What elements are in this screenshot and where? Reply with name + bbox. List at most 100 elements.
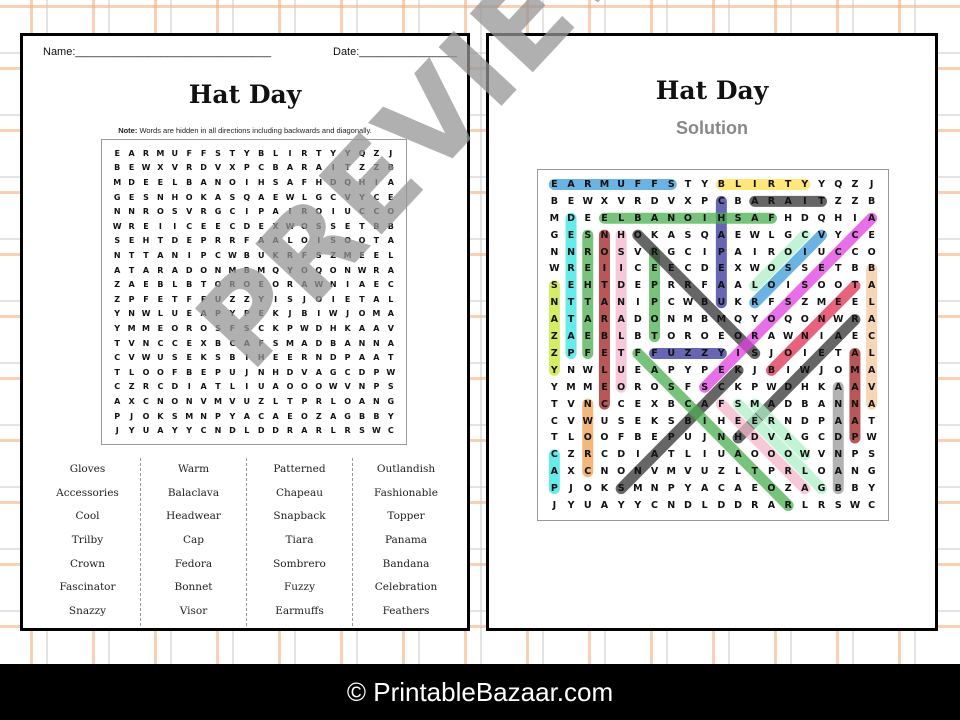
grid-letter: O	[142, 411, 150, 421]
grid-letter: B	[868, 263, 876, 275]
grid-letter: P	[818, 415, 826, 427]
grid-letter: T	[344, 163, 351, 173]
grid-letter: B	[358, 411, 366, 421]
grid-letter: P	[200, 250, 207, 260]
grid-letter: C	[258, 411, 265, 421]
word-item: Earmuffs	[275, 605, 324, 618]
grid-letter: D	[358, 367, 366, 377]
grid-letter: E	[200, 367, 207, 377]
grid-letter: Q	[344, 177, 351, 187]
grid-letter: P	[373, 382, 380, 392]
grid-letter: C	[851, 229, 859, 241]
highlight-fedora	[715, 398, 811, 495]
grid-letter: B	[600, 331, 609, 343]
grid-letter: R	[584, 178, 592, 190]
grid-letter: R	[684, 331, 692, 343]
grid-letter: W	[285, 221, 295, 231]
grid-letter: A	[867, 364, 876, 376]
grid-letter: R	[229, 280, 236, 290]
grid-letter: L	[229, 382, 235, 392]
grid-letter: A	[817, 398, 826, 410]
grid-letter: A	[550, 314, 559, 326]
grid-letter: Z	[701, 347, 709, 359]
grid-letter: A	[700, 398, 709, 410]
grid-letter: U	[617, 364, 625, 376]
grid-letter: T	[567, 314, 575, 326]
grid-letter: I	[245, 177, 249, 187]
grid-letter: C	[717, 195, 725, 207]
grid-letter: E	[718, 364, 725, 376]
grid-letter: E	[373, 280, 380, 290]
grid-letter: R	[315, 426, 322, 436]
grid-letter: F	[186, 148, 192, 158]
grid-letter: R	[634, 381, 642, 393]
grid-letter: B	[214, 338, 222, 348]
grid-letter: A	[114, 396, 121, 406]
grid-letter: Z	[229, 294, 236, 304]
grid-letter: S	[315, 221, 322, 231]
grid-letter: Y	[868, 483, 876, 495]
grid-letter: L	[129, 367, 135, 377]
grid-letter: S	[617, 246, 625, 258]
grid-letter: O	[272, 280, 279, 290]
grid-letter: B	[667, 398, 675, 410]
grid-letter: W	[582, 364, 593, 376]
grid-letter: J	[346, 309, 350, 319]
grid-letter: C	[851, 246, 859, 258]
grid-letter: P	[287, 323, 293, 333]
grid-letter: Y	[550, 364, 558, 376]
grid-letter: B	[851, 263, 859, 275]
grid-letter: S	[330, 236, 337, 246]
grid-letter: O	[300, 221, 308, 231]
grid-letter: T	[818, 195, 825, 207]
grid-letter: Y	[114, 323, 121, 333]
grid-letter: A	[358, 323, 366, 333]
grid-letter: A	[650, 364, 659, 376]
grid-letter: Y	[229, 309, 236, 319]
grid-letter: H	[717, 212, 726, 224]
grid-letter: C	[684, 246, 692, 258]
date-field: Date:________________	[333, 46, 458, 58]
grid-letter: T	[287, 396, 293, 406]
grid-letter: A	[358, 353, 366, 363]
grid-letter: G	[667, 246, 676, 258]
grid-letter: L	[751, 280, 758, 292]
grid-letter: E	[186, 338, 192, 348]
grid-letter: I	[317, 309, 321, 319]
grid-letter: I	[288, 148, 292, 158]
grid-letter: G	[867, 466, 876, 478]
word-item: Fedora	[174, 557, 213, 570]
grid-letter: P	[243, 163, 250, 173]
grid-letter: A	[171, 265, 178, 275]
grid-letter: C	[387, 426, 394, 436]
grid-letter: P	[344, 353, 351, 363]
grid-letter: E	[851, 331, 859, 343]
grid-letter: E	[272, 192, 279, 202]
grid-letter: U	[717, 449, 726, 461]
grid-letter: D	[171, 382, 179, 392]
grid-letter: L	[287, 236, 293, 246]
grid-letter: R	[751, 331, 759, 343]
grid-letter: E	[200, 221, 207, 231]
grid-letter: E	[601, 347, 608, 359]
grid-letter: A	[214, 192, 222, 202]
name-field: Name:________________________________	[43, 46, 272, 58]
grid-letter: R	[751, 297, 759, 309]
grid-letter: S	[784, 263, 792, 275]
grid-letter: Q	[784, 314, 793, 326]
grid-letter: J	[115, 426, 119, 436]
grid-letter: M	[343, 250, 352, 260]
grid-letter: E	[734, 415, 742, 427]
grid-letter: A	[387, 338, 394, 348]
grid-letter: D	[700, 263, 709, 275]
grid-letter: R	[229, 236, 236, 246]
grid-letter: X	[734, 263, 742, 275]
grid-letter: E	[584, 212, 591, 224]
grid-letter: R	[128, 221, 135, 231]
grid-letter: N	[800, 331, 809, 343]
grid-letter: U	[667, 347, 676, 359]
grid-letter: B	[387, 163, 394, 173]
name-date-row: Name:________________________________ Da…	[43, 46, 457, 58]
grid-letter: Y	[171, 426, 178, 436]
grid-letter: Q	[272, 265, 279, 275]
